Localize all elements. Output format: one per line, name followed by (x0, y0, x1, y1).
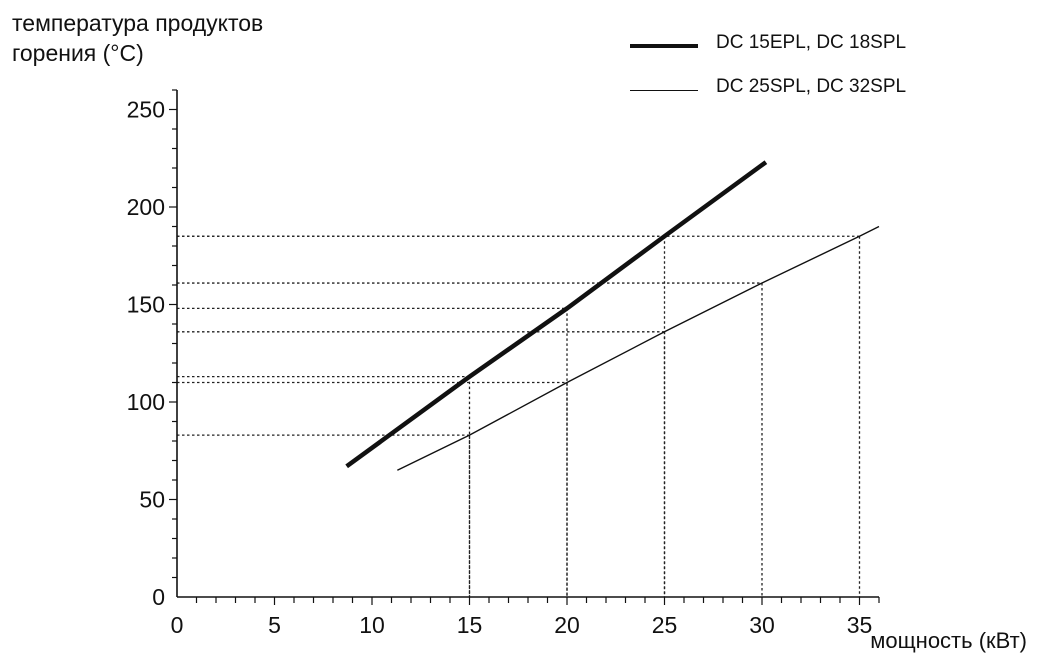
x-tick-label: 20 (554, 612, 580, 638)
legend-swatch-thin (630, 90, 698, 91)
x-tick-label: 35 (847, 612, 873, 638)
x-tick-label: 15 (457, 612, 483, 638)
series-line-2 (397, 225, 880, 471)
x-tick-label: 30 (749, 612, 775, 638)
y-axis-label-line-1: температура продуктов (12, 10, 264, 36)
legend-swatch-thick (630, 44, 698, 48)
legend-label-series-1: DC 15EPL, DC 18SPL (716, 32, 907, 53)
y-tick-label: 200 (127, 194, 165, 220)
x-axis-label: мощность (кВт) (870, 628, 1027, 653)
y-tick-label: 150 (127, 292, 165, 318)
y-axis-label-line-2: горения (°C) (12, 40, 144, 66)
y-tick-label: 0 (152, 584, 165, 610)
x-tick-label: 0 (171, 612, 184, 638)
x-tick-label: 10 (359, 612, 385, 638)
y-axis-label: температура продуктов горения (°C) (12, 8, 263, 68)
y-tick-label: 250 (127, 97, 165, 123)
y-tick-label: 100 (127, 389, 165, 415)
y-tick-label: 50 (139, 487, 165, 513)
series-line-1 (345, 160, 768, 469)
x-tick-label: 5 (268, 612, 281, 638)
legend-label-series-2: DC 25SPL, DC 32SPL (716, 76, 907, 97)
x-tick-label: 25 (652, 612, 678, 638)
